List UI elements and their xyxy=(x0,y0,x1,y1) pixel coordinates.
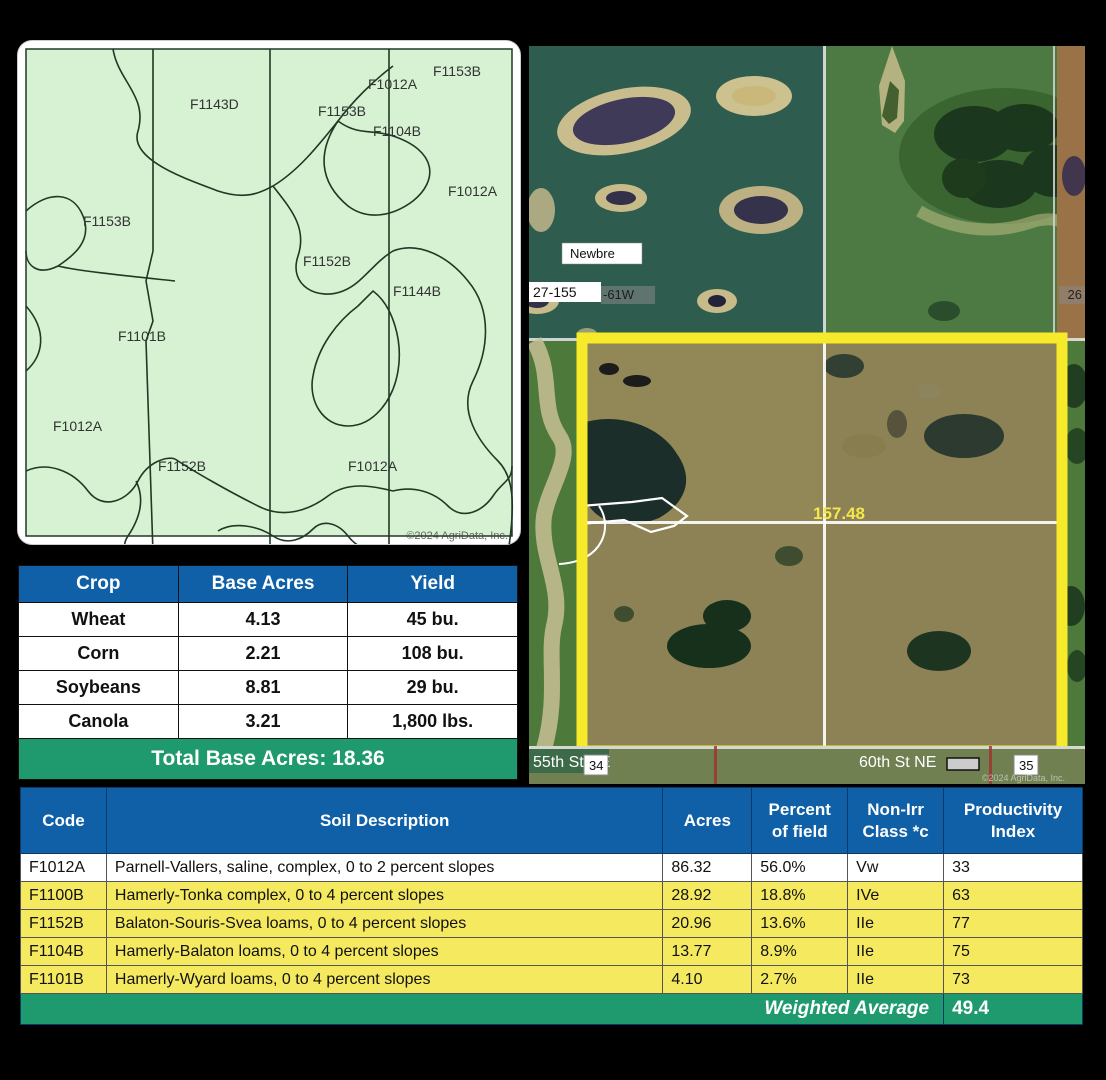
svg-text:F1012A: F1012A xyxy=(348,458,398,474)
svg-text:27-155: 27-155 xyxy=(533,284,577,300)
svg-text:F1153B: F1153B xyxy=(433,63,481,79)
svg-text:F1152B: F1152B xyxy=(158,458,206,474)
svg-text:©2024 AgriData, Inc.: ©2024 AgriData, Inc. xyxy=(982,773,1065,783)
svg-text:157.48: 157.48 xyxy=(813,504,865,523)
svg-text:34: 34 xyxy=(589,758,603,773)
svg-text:F1101B: F1101B xyxy=(118,328,166,344)
svg-text:60th St NE: 60th St NE xyxy=(859,754,936,771)
svg-text:F1153B: F1153B xyxy=(318,103,366,119)
svg-text:©2024 AgriData, Inc.: ©2024 AgriData, Inc. xyxy=(406,530,508,542)
svg-text:Newbre: Newbre xyxy=(570,246,615,261)
svg-text:F1144B: F1144B xyxy=(393,283,441,299)
svg-text:F1012A: F1012A xyxy=(448,183,498,199)
svg-text:F1153B: F1153B xyxy=(83,213,131,229)
svg-text:F1012A: F1012A xyxy=(53,418,103,434)
svg-text:F1152B: F1152B xyxy=(303,253,351,269)
svg-text:35: 35 xyxy=(1019,758,1033,773)
svg-text:26: 26 xyxy=(1068,287,1082,302)
svg-text:F1012A: F1012A xyxy=(368,76,418,92)
svg-text:-61W: -61W xyxy=(603,287,635,302)
svg-text:F1104B: F1104B xyxy=(373,123,421,139)
svg-text:F1143D: F1143D xyxy=(190,96,239,112)
